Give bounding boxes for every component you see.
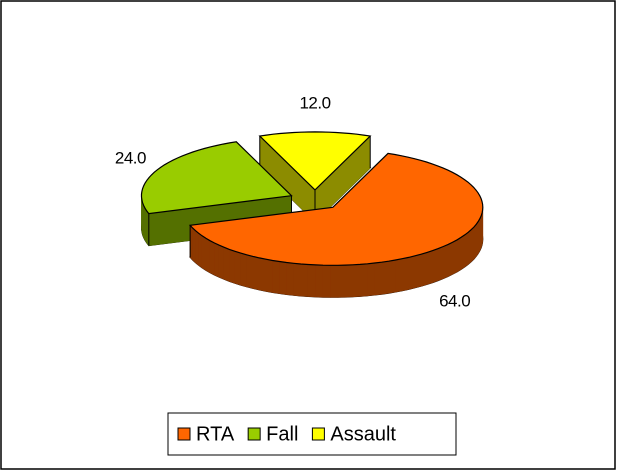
slice-side: [272, 260, 280, 294]
slice-side: [300, 263, 309, 297]
slice-side: [265, 258, 273, 293]
slice-side: [192, 227, 196, 264]
slice-side: [229, 248, 236, 284]
slice-side: [374, 261, 383, 296]
pie-slice: [258, 131, 372, 223]
slice-side: [447, 241, 454, 277]
slice-side: [240, 252, 247, 288]
slice-side: [401, 257, 410, 292]
slice-side: [223, 246, 230, 282]
slice-side: [467, 228, 472, 265]
legend-label: RTA: [196, 423, 235, 445]
slice-side: [337, 264, 346, 298]
slice-side: [286, 262, 295, 296]
slice-top: [258, 131, 372, 191]
slice-side: [201, 235, 207, 271]
legend-label: Fall: [266, 423, 298, 445]
slice-side: [315, 264, 324, 298]
slice-side: [258, 257, 267, 292]
slice-side: [352, 264, 361, 298]
data-label: 24.0: [115, 149, 146, 168]
slice-side: [198, 232, 203, 269]
legend-swatch: [247, 427, 261, 441]
slice-top: [140, 141, 293, 215]
slice-side: [344, 264, 354, 298]
slice-side: [473, 223, 477, 260]
slice-side: [218, 244, 225, 280]
slice-side: [395, 258, 403, 293]
slice-side: [246, 254, 254, 289]
legend-swatch: [177, 427, 191, 441]
slice-side: [205, 237, 211, 274]
slice-side: [322, 264, 331, 298]
slice-side: [293, 262, 302, 297]
pie-slice: [140, 141, 293, 247]
slice-side: [470, 226, 475, 263]
slice-side: [442, 243, 449, 279]
slice-side: [420, 251, 428, 287]
pie-slice: [188, 152, 484, 298]
slice-side: [460, 234, 466, 270]
slice-side: [414, 253, 422, 289]
slice-side: [195, 229, 199, 266]
slice-side: [367, 262, 375, 297]
legend-label: Assault: [330, 423, 396, 445]
slice-side: [456, 236, 462, 273]
slice-top: [188, 152, 484, 266]
legend-swatch: [311, 427, 325, 441]
slice-side: [359, 263, 368, 297]
slice-side: [437, 246, 444, 282]
slice-side: [209, 240, 215, 276]
data-label: 64.0: [439, 292, 470, 311]
slice-side: [307, 264, 316, 298]
slice-side: [388, 259, 396, 294]
slice-side: [408, 255, 416, 290]
slice-side: [464, 231, 469, 268]
slice-side: [252, 256, 260, 291]
slice-side: [234, 250, 241, 286]
slice-side: [279, 261, 287, 295]
slice-side: [426, 250, 434, 285]
slice-side: [381, 260, 390, 295]
slice-side: [330, 264, 339, 298]
slice-side: [432, 248, 439, 284]
data-label: 12.0: [299, 93, 330, 112]
slice-side: [214, 242, 220, 278]
slice-side: [452, 239, 458, 275]
